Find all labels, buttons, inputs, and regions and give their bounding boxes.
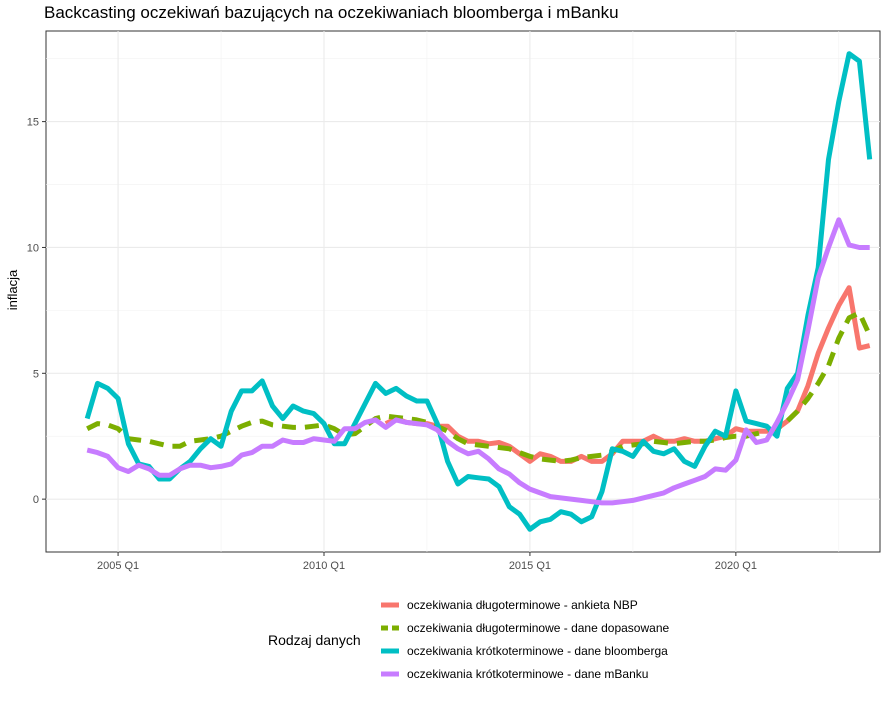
x-axis: 2005 Q1 2010 Q1 2015 Q1 2020 Q1: [97, 552, 757, 572]
y-tick-label: 10: [27, 242, 39, 254]
legend-label-2: oczekiwania długoterminowe - dane dopaso…: [407, 621, 669, 635]
legend: oczekiwania długoterminowe - ankieta NBP…: [381, 598, 669, 681]
y-axis-title-group: inflacja: [5, 269, 20, 310]
legend-label-4: oczekiwania krótkoterminowe - dane mBank…: [407, 667, 648, 681]
legend-title: Rodzaj danych: [268, 632, 361, 648]
y-tick-label: 0: [33, 494, 39, 506]
series-line-3: [84, 51, 873, 532]
legend-label-3: oczekiwania krótkoterminowe - dane bloom…: [407, 644, 668, 658]
series-line-4: [86, 217, 870, 506]
x-tick-label: 2005 Q1: [97, 560, 139, 572]
series-layer: [84, 51, 873, 532]
y-axis-title: inflacja: [5, 269, 20, 310]
y-axis: 0 5 10 15: [27, 117, 46, 506]
legend-label-1: oczekiwania długoterminowe - ankieta NBP: [407, 598, 638, 612]
x-tick-label: 2010 Q1: [303, 560, 345, 572]
y-tick-label: 15: [27, 117, 39, 129]
x-tick-label: 2020 Q1: [715, 560, 757, 572]
chart-title: Backcasting oczekiwań bazujących na ocze…: [44, 3, 619, 22]
series-line-2: [86, 310, 872, 464]
x-tick-label: 2015 Q1: [509, 560, 551, 572]
y-tick-label: 5: [33, 368, 39, 380]
